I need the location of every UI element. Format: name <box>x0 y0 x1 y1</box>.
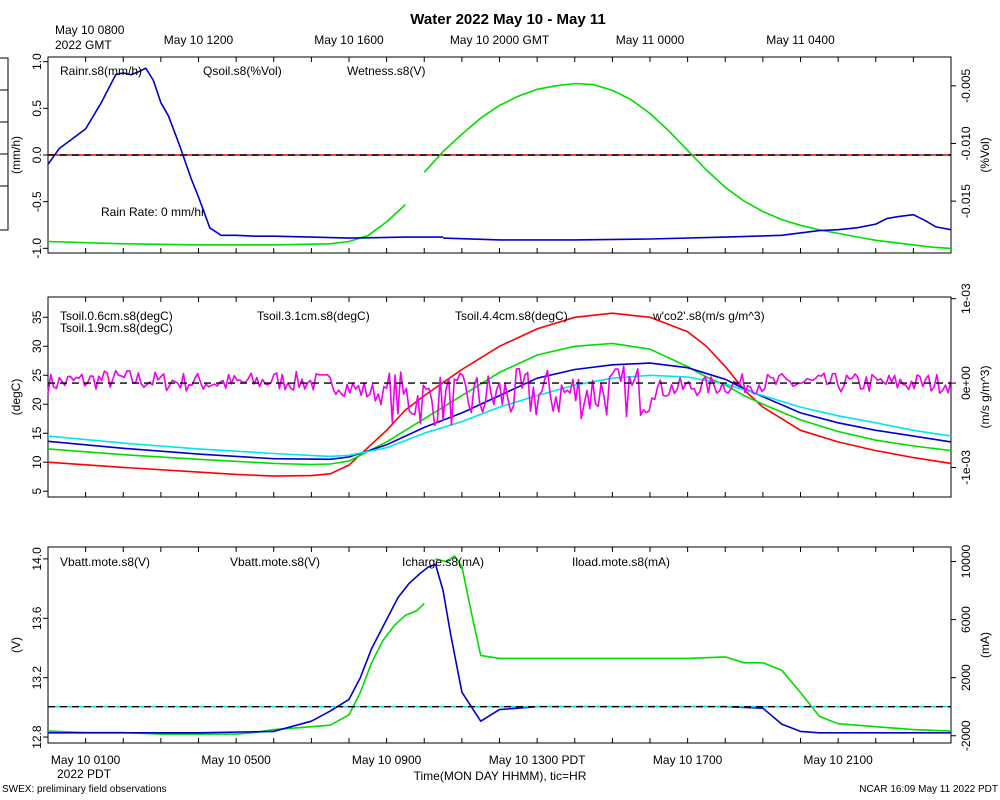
series-tsoil-0-6cm <box>47 312 952 477</box>
bottom-year-label: 2022 PDT <box>57 767 112 781</box>
series-wetness-s8 <box>443 213 952 241</box>
left-y-tick-label: 0.5 <box>30 100 44 117</box>
series-qsoil-s8 <box>423 82 952 250</box>
left-frame-fragment <box>0 57 9 231</box>
rain-rate-annotation: Rain Rate: 0 mm/hr <box>101 205 205 219</box>
left-y-tick-label: 30 <box>30 339 44 353</box>
legend-entry-2: Icharge.s8(mA) <box>402 555 484 569</box>
left-y-tick-label: 14.0 <box>30 547 44 571</box>
left-y-tick-label: 5 <box>30 488 44 495</box>
series-tsoil-1-9cm <box>47 342 952 466</box>
left-y-tick-label: 15 <box>30 426 44 440</box>
legend-entry-0: Rainr.s8(mm/h) <box>60 64 142 78</box>
top-tick-label-2: May 10 2000 GMT <box>450 33 550 47</box>
legend-entry-0: Tsoil.0.6cm.s8(degC) <box>60 309 173 323</box>
series-tsoil-3-1cm <box>47 362 952 461</box>
right-y-tick-label: -1e-03 <box>959 450 973 485</box>
panel-water: -1.0 -0.5 0.0 0.5 1.0 -0.015 -0.010 -0.005 (mm/h… <box>9 53 992 259</box>
series-w-co2-s8 <box>47 365 952 427</box>
chart-title: Water 2022 May 10 - May 11 <box>410 11 605 28</box>
legend-entry-0: Vbatt.mote.s8(V) <box>60 555 150 569</box>
series-tsoil-4-4cm <box>47 374 952 458</box>
bottom-tick-label-5: May 10 2100 <box>803 753 873 767</box>
left-y-tick-label: 0.0 <box>30 146 44 163</box>
bottom-tick-label-2: May 10 0900 <box>352 753 422 767</box>
left-y-tick-label: 25 <box>30 368 44 382</box>
series-wetness-s8 <box>47 67 444 239</box>
right-y-tick-label: -0.015 <box>959 184 973 218</box>
top-tick-label-0: May 10 1200 <box>164 33 234 47</box>
bottom-time-axis: May 10 0100 May 10 0500 May 10 0900 May 10 … <box>51 753 873 783</box>
legend-entry-2: Tsoil.3.1cm.s8(degC) <box>257 309 370 323</box>
left-y-tick-label: -1.0 <box>30 238 44 259</box>
left-axis-label: (V) <box>9 637 23 653</box>
right-axis-label: (%Vol) <box>978 137 992 172</box>
right-y-tick-label: -2000 <box>959 720 973 751</box>
series-icharge-s8 <box>48 563 951 734</box>
right-axis-label: (mA) <box>978 632 992 658</box>
footer-right: NCAR 16:09 May 11 2022 PDT <box>859 784 998 795</box>
top-tick-label-4: May 11 0400 <box>766 33 835 47</box>
left-y-tick-label: 13.6 <box>30 606 44 630</box>
bottom-tick-label-0: May 10 0100 <box>51 753 121 767</box>
left-y-tick-label: 1.0 <box>30 53 44 70</box>
legend-entry-3: Iload.mote.s8(mA) <box>572 555 670 569</box>
right-y-tick-label: 0e+00 <box>959 366 973 400</box>
top-time-axis: May 10 0800 2022 GMT May 10 1200 May 10 1… <box>55 23 835 52</box>
top-tick-label-1: May 10 1600 <box>314 33 384 47</box>
right-y-tick-label: 2000 <box>959 664 973 691</box>
bottom-tick-label-3: May 10 1300 PDT <box>489 753 586 767</box>
footer-left: SWEX: preliminary field observations <box>2 784 167 795</box>
left-y-tick-label: -0.5 <box>30 191 44 212</box>
right-axis-label: (m/s g/m^3) <box>978 366 992 429</box>
left-y-tick-label: 10 <box>30 455 44 469</box>
legend-entry-3: Tsoil.4.4cm.s8(degC) <box>455 309 568 323</box>
panel-frame <box>47 296 952 498</box>
left-y-tick-label: 35 <box>30 310 44 324</box>
series-vbatt-mote-v- <box>47 602 425 735</box>
legend-entry-1: Qsoil.s8(%Vol) <box>203 64 282 78</box>
left-axis-label: (degC) <box>9 379 23 416</box>
series-qsoil-s8 <box>47 204 406 246</box>
left-y-tick-label: 20 <box>30 397 44 411</box>
right-y-tick-label: -0.005 <box>959 68 973 102</box>
top-tick-label-3: May 11 0000 <box>616 33 685 47</box>
legend-entry-2: Wetness.s8(V) <box>347 64 425 78</box>
top-first-tick-label-line1: May 10 0800 <box>55 23 125 37</box>
left-y-tick-label: 13.2 <box>30 666 44 690</box>
right-y-tick-label: 6000 <box>959 606 973 633</box>
left-axis-label: (mm/h) <box>9 136 23 174</box>
legend-entry-1: Vbatt.mote.s8(V) <box>230 555 320 569</box>
top-first-tick-label-line2: 2022 GMT <box>55 38 112 52</box>
x-axis-label: Time(MON DAY HHMM), tic=HR <box>414 769 587 783</box>
right-y-tick-label: -0.010 <box>959 126 973 160</box>
panel-frame <box>47 546 952 744</box>
series-vbatt-mote-v- <box>435 555 952 732</box>
right-y-tick-label: 1e-03 <box>959 283 973 314</box>
bottom-tick-label-4: May 10 1700 <box>653 753 723 767</box>
legend-entry-4: w'co2'.s8(m/s g/m^3) <box>652 309 765 323</box>
right-y-tick-label: 10000 <box>959 545 973 579</box>
panel-power: 12.8 13.2 13.6 14.0 -2000 2000 6000 10000 (V) (mA… <box>9 545 992 752</box>
panel-temperature: 5 10 15 20 25 30 35 -1e-03 0e+00 1e-03 (degC) (m/s … <box>9 283 992 498</box>
legend-entry-1: Tsoil.1.9cm.s8(degC) <box>60 321 173 335</box>
left-y-tick-label: 12.8 <box>30 725 44 749</box>
bottom-tick-label-1: May 10 0500 <box>201 753 271 767</box>
